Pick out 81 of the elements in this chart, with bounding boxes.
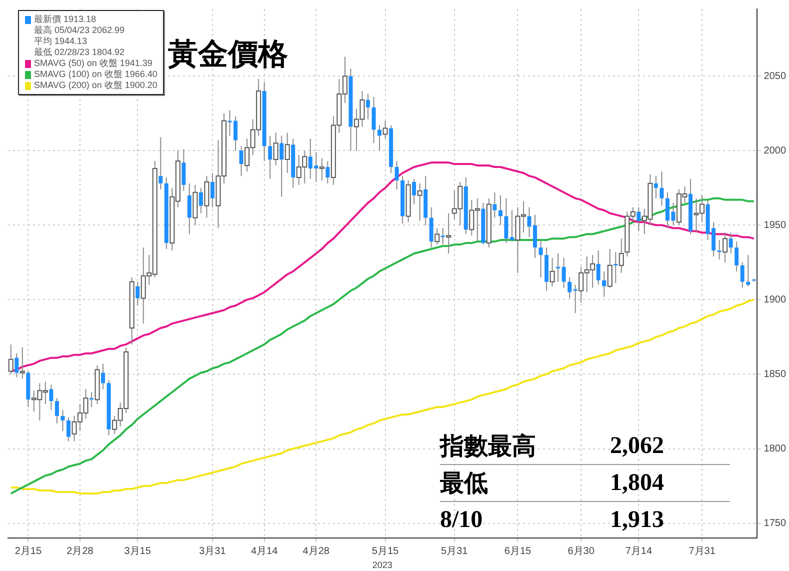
annotation: 指數最高 [440, 432, 537, 462]
candlestick [533, 214, 538, 258]
candlestick [326, 160, 330, 184]
candlestick [187, 182, 192, 235]
y-tick-label: 2050 [764, 70, 786, 82]
x-tick-label: 5月15 [372, 546, 400, 557]
x-tick-label: 2月15 [14, 546, 42, 557]
y-tick-label: 1900 [764, 294, 786, 306]
candlestick [596, 250, 600, 286]
x-tick-label: 4月14 [250, 546, 278, 557]
y-tick-label: 1800 [764, 444, 786, 455]
annotation: 1,913 [610, 506, 664, 534]
candlestick [660, 170, 664, 206]
candlestick [556, 252, 560, 282]
candlestick [54, 398, 59, 424]
y-tick-label: 1850 [764, 368, 786, 380]
candlestick [527, 206, 532, 238]
candlestick [538, 240, 543, 278]
candlestick [14, 352, 19, 378]
candlestick [268, 135, 272, 180]
x-axis-title: 2023 [372, 560, 392, 570]
x-tick-label: 5月31 [441, 546, 468, 557]
candlestick [728, 232, 733, 254]
candlestick [504, 198, 508, 244]
legend-label: 最新價 1913.18 [34, 14, 96, 25]
candlestick [568, 276, 572, 299]
y-tick-label: 1950 [764, 220, 786, 231]
x-tick-label: 3月15 [124, 546, 152, 557]
candlestick [101, 363, 106, 390]
candlestick [412, 178, 416, 205]
candlestick [198, 187, 203, 214]
candlestick [280, 135, 284, 198]
candlestick [717, 240, 722, 260]
candlestick [90, 392, 94, 408]
candlestick [740, 262, 744, 288]
candlestick [440, 228, 445, 246]
candlestick [239, 146, 244, 176]
y-tick-label: 1750 [764, 518, 786, 530]
candlestick [602, 270, 606, 298]
candlestick [377, 124, 382, 152]
legend-label: SMAVG (50) on 收盤 1941.39 [34, 58, 152, 69]
x-tick-label: 6月15 [504, 546, 532, 557]
annotation: 1,804 [610, 470, 664, 496]
candlestick [498, 194, 502, 226]
candlestick [510, 210, 514, 242]
candlestick [429, 206, 434, 248]
annotation: 最高 05/04/23 2062.99 [33, 25, 126, 36]
candlestick [492, 192, 497, 218]
annotation: 平均 1944.13 [33, 36, 88, 47]
candlestick [136, 281, 140, 306]
candlestick [158, 136, 163, 190]
candlestick [228, 110, 232, 136]
candlestick [562, 257, 566, 288]
annotation: 2,062 [610, 432, 664, 460]
candlestick [60, 410, 65, 432]
x-tick-label: 6月30 [568, 546, 595, 557]
candlestick [49, 384, 54, 410]
y-tick-label: 2000 [764, 145, 786, 156]
candlestick [182, 148, 186, 192]
candlestick [210, 172, 214, 208]
candlestick [234, 116, 238, 152]
legend-label: SMAVG (200) on 收盤 1900.20 [34, 80, 158, 91]
candlestick [636, 206, 641, 232]
candlestick [614, 251, 618, 284]
annotation: 8/10 [440, 506, 484, 534]
x-tick-label: 3月31 [199, 546, 226, 557]
annotation: 最低 02/28/23 1804.92 [33, 47, 126, 58]
candlestick [372, 96, 376, 144]
text: 黃金價格 [168, 37, 288, 73]
candlestick [734, 241, 739, 272]
x-tick-label: 7月31 [688, 546, 716, 557]
x-tick-label: 7月14 [625, 546, 652, 557]
candlestick [366, 93, 370, 120]
candlestick [654, 175, 658, 199]
annotation: 最低 [440, 470, 489, 499]
candlestick [394, 160, 399, 190]
x-tick-label: 2月28 [66, 546, 94, 557]
x-tick-label: 4月28 [302, 546, 330, 557]
candlestick [746, 254, 750, 287]
legend-label: SMAVG (100) on 收盤 1966.40 [34, 69, 158, 80]
candlestick [66, 416, 70, 442]
